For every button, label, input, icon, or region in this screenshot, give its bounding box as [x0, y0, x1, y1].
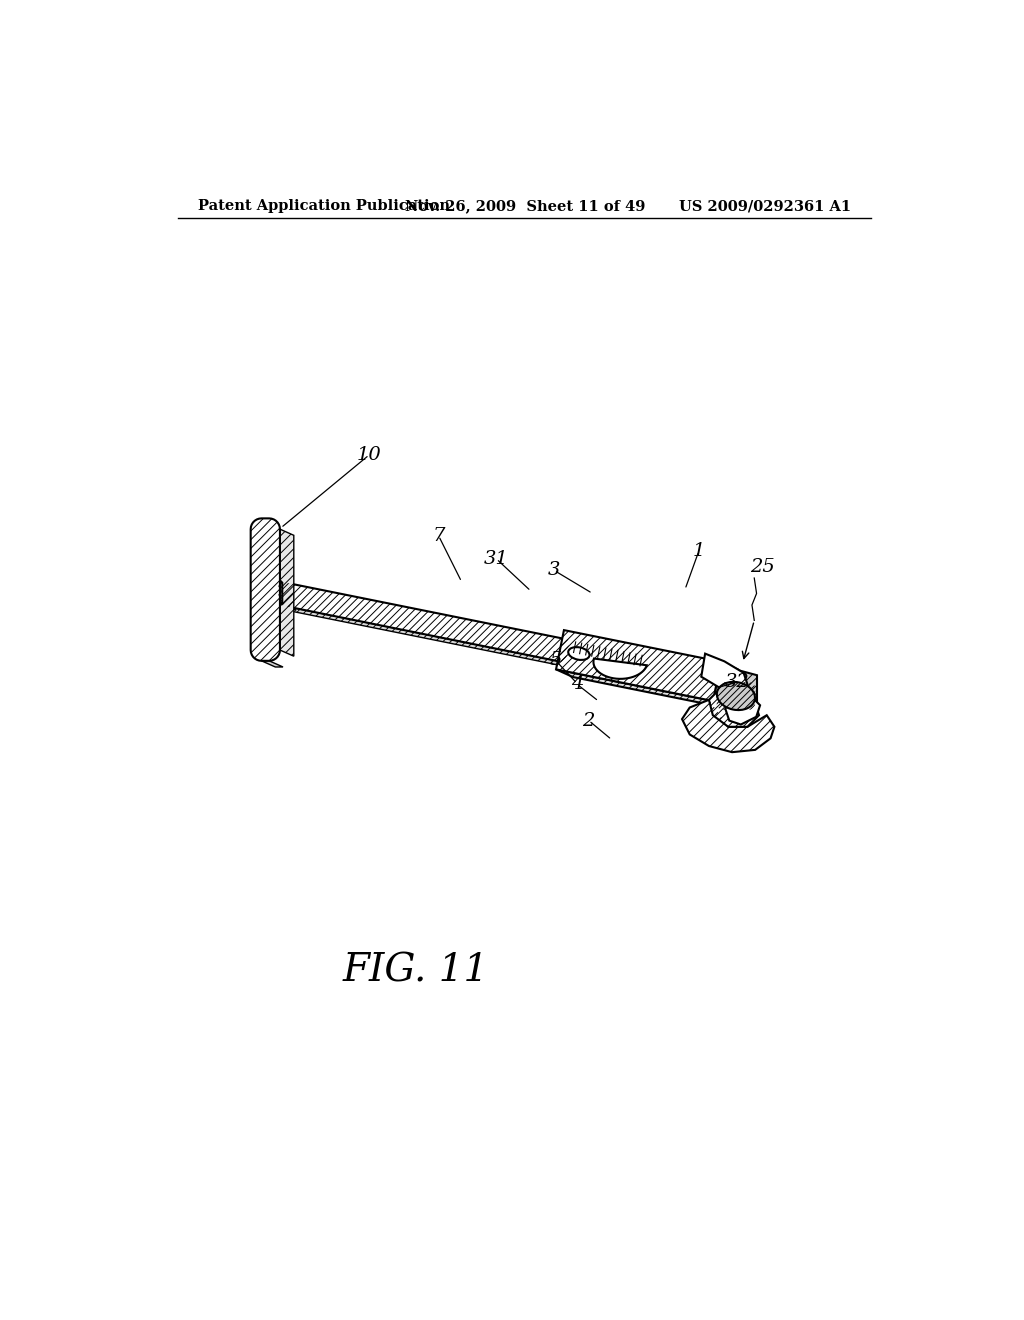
- Text: 2: 2: [583, 711, 595, 730]
- Text: Nov. 26, 2009  Sheet 11 of 49: Nov. 26, 2009 Sheet 11 of 49: [404, 199, 645, 213]
- Polygon shape: [556, 669, 730, 709]
- Polygon shape: [261, 661, 283, 667]
- Polygon shape: [280, 529, 294, 656]
- Polygon shape: [713, 661, 738, 709]
- Text: 1: 1: [692, 543, 705, 560]
- Text: 3: 3: [548, 561, 560, 579]
- Polygon shape: [682, 700, 774, 752]
- Polygon shape: [279, 605, 581, 669]
- Text: 7: 7: [432, 527, 444, 545]
- Polygon shape: [701, 653, 748, 696]
- Text: 25: 25: [750, 557, 774, 576]
- Text: 4: 4: [571, 676, 584, 693]
- Polygon shape: [734, 669, 757, 715]
- Polygon shape: [594, 659, 647, 678]
- Polygon shape: [725, 690, 760, 725]
- Text: 5: 5: [550, 652, 562, 669]
- Text: US 2009/0292361 A1: US 2009/0292361 A1: [679, 199, 851, 213]
- Polygon shape: [279, 579, 283, 605]
- Ellipse shape: [717, 682, 755, 710]
- Ellipse shape: [568, 647, 590, 660]
- Text: 10: 10: [357, 446, 382, 463]
- Polygon shape: [251, 519, 280, 661]
- Polygon shape: [709, 688, 759, 727]
- Polygon shape: [556, 630, 721, 701]
- Text: FIG. 11: FIG. 11: [342, 952, 488, 989]
- Polygon shape: [279, 582, 569, 663]
- Polygon shape: [279, 601, 296, 610]
- Text: 32: 32: [725, 673, 750, 690]
- Text: 31: 31: [484, 550, 509, 568]
- Text: Patent Application Publication: Patent Application Publication: [199, 199, 451, 213]
